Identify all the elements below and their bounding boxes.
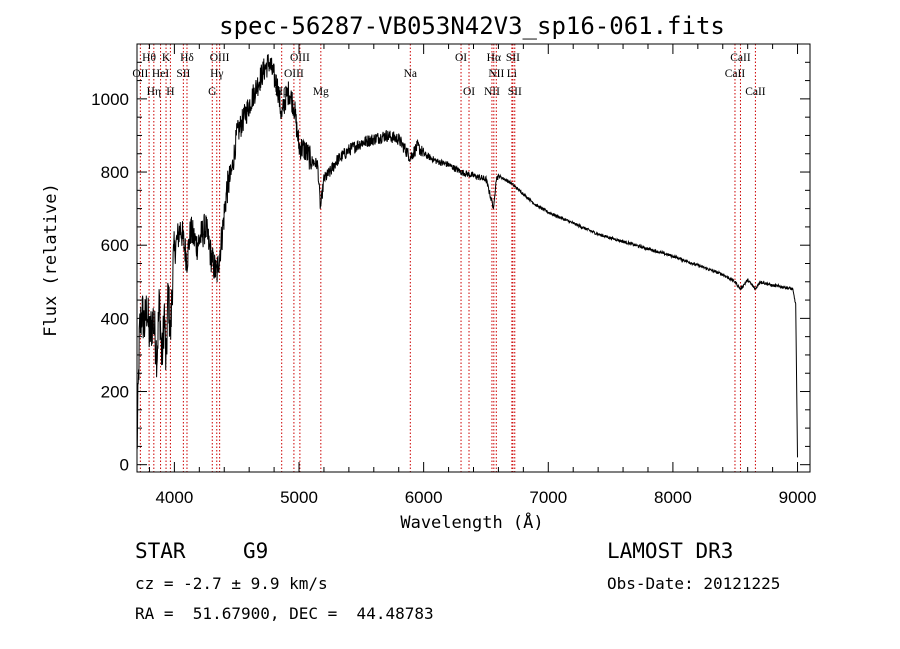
- object-subclass: G9: [243, 539, 269, 563]
- spectral-line-label: CaII: [745, 86, 766, 98]
- redshift-velocity: cz = -2.7 ± 9.9 km/s: [135, 574, 328, 593]
- y-axis: 0 200 400 600 800 1000: [91, 61, 810, 475]
- spectral-line-label: OII: [132, 68, 148, 80]
- spectral-line-label: OIII: [290, 52, 310, 64]
- x-tick-label: 6000: [405, 488, 443, 507]
- spectral-line-label: Na: [404, 68, 417, 80]
- spectral-line-labels: OIIHθHηHeIKHSIIHδGHγOIIIHβOIIIOIIIMgNaOI…: [132, 52, 765, 98]
- spectral-line-markers: [139, 44, 756, 472]
- y-tick-label: 200: [101, 383, 129, 402]
- chart-title: spec-56287-VB053N42V3_sp16-061.fits: [219, 12, 725, 40]
- spectral-line-label: Hη: [147, 86, 161, 98]
- spectral-line-label: Hθ: [142, 52, 156, 64]
- spectral-line-label: NII: [488, 68, 504, 80]
- spectral-line-label: HeI: [152, 68, 169, 80]
- spectrum-line: [136, 54, 798, 458]
- spectral-line-label: Hα: [487, 52, 501, 64]
- spectral-line-label: K: [162, 52, 171, 64]
- spectral-line-label: Hδ: [180, 52, 194, 64]
- observation-date: Obs-Date: 20121225: [607, 574, 781, 593]
- spectral-line-label: Li: [507, 68, 517, 80]
- object-class: STAR: [135, 539, 186, 563]
- x-tick-label: 4000: [155, 488, 193, 507]
- survey-name: LAMOST DR3: [607, 539, 734, 563]
- x-tick-label: 7000: [529, 488, 567, 507]
- spectral-line-label: SII: [506, 52, 520, 64]
- spectral-line-label: Mg: [313, 86, 329, 98]
- plot-frame: [136, 43, 811, 473]
- y-tick-label: 0: [120, 456, 129, 475]
- spectral-line-label: OI: [455, 52, 467, 64]
- sky-coordinates: RA = 51.67900, DEC = 44.48783: [135, 604, 434, 623]
- spectral-line-label: OI: [463, 86, 475, 98]
- spectral-line-label: SII: [508, 86, 522, 98]
- x-axis-label: Wavelength (Å): [400, 511, 543, 533]
- spectral-line-label: NII: [484, 86, 500, 98]
- y-axis-label: Flux (relative): [41, 183, 61, 337]
- x-axis: 4000 5000 6000 7000 8000 9000: [148, 44, 817, 507]
- y-tick-label: 800: [101, 163, 129, 182]
- x-tick-label: 5000: [280, 488, 318, 507]
- x-tick-label: 9000: [779, 488, 817, 507]
- spectral-line-label: OIII: [284, 68, 304, 80]
- spectral-line-label: H: [166, 86, 174, 98]
- spectral-line-label: G: [208, 86, 216, 98]
- x-tick-label: 8000: [654, 488, 692, 507]
- y-tick-label: 600: [101, 236, 129, 255]
- spectral-line-label: Hγ: [210, 68, 223, 80]
- spectral-line-label: CaII: [730, 52, 751, 64]
- y-tick-label: 400: [101, 309, 129, 328]
- spectral-line-label: OIII: [210, 52, 230, 64]
- y-tick-label: 1000: [91, 90, 129, 109]
- spectral-line-label: SII: [176, 68, 190, 80]
- spectral-line-label: CaII: [725, 68, 746, 80]
